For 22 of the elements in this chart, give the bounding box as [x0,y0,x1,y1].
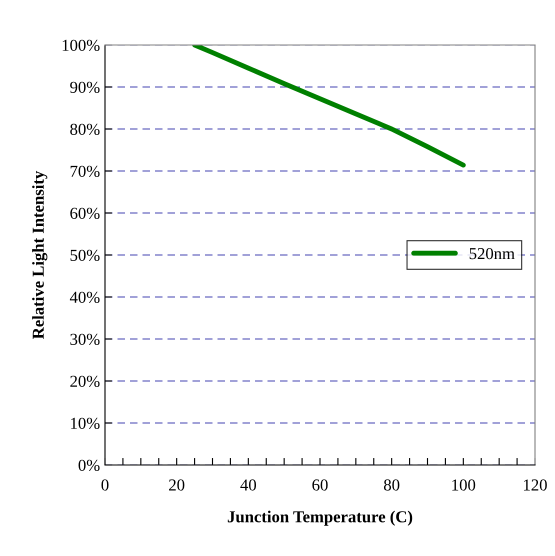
x-tick-label: 80 [384,479,400,491]
y-tick-label: 20% [70,376,100,387]
y-tick-label: 50% [70,250,100,261]
y-tick-label: 100% [62,40,100,51]
y-tick-label: 40% [70,292,100,303]
y-tick-label: 80% [70,124,100,135]
x-tick-label: 0 [101,479,109,491]
x-tick-label: 60 [312,479,328,491]
x-axis-title: Junction Temperature (C) [228,510,412,526]
x-tick-label: 20 [169,479,184,491]
legend-label: 520nm [470,248,515,260]
y-tick-label: 30% [70,334,100,345]
x-tick-label: 100 [452,479,476,491]
y-axis-title: Relative Light Intensity [32,170,48,339]
line-series [192,45,466,168]
y-tick-label: 60% [70,208,100,219]
y-tick-label: 70% [70,166,100,177]
y-tick-label: 90% [70,82,100,93]
y-tick-label: 0% [78,460,100,471]
x-tick-label: 40 [240,479,256,491]
x-tick-label: 120 [524,479,547,491]
y-tick-label: 10% [71,418,100,429]
